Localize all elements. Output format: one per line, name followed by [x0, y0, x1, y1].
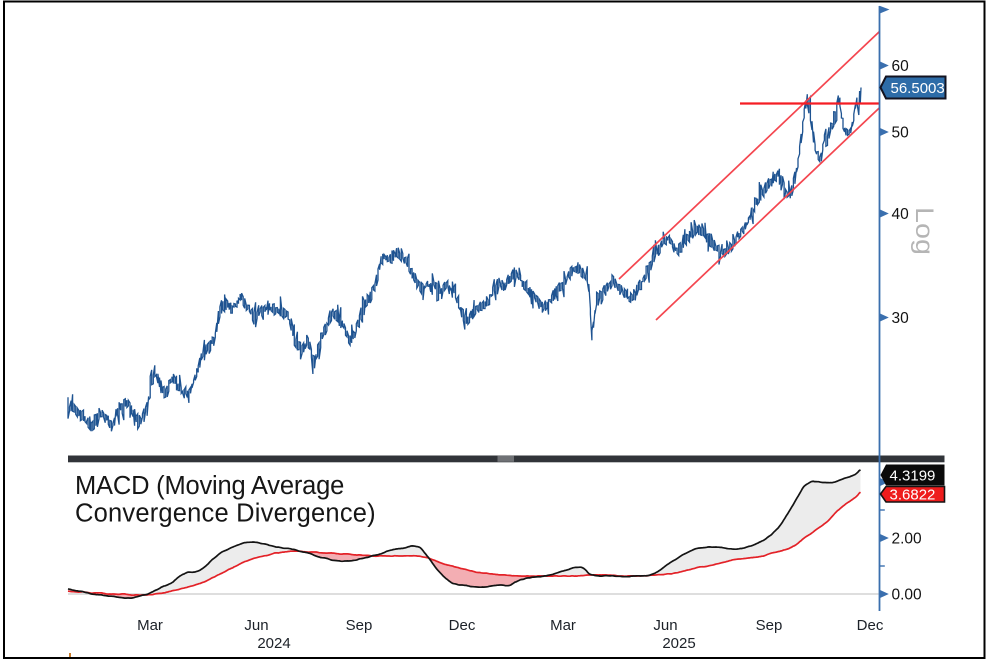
svg-text:MACD (Moving Average: MACD (Moving Average: [75, 472, 344, 500]
svg-text:Log: Log: [910, 207, 938, 255]
svg-text:3.6822: 3.6822: [890, 487, 936, 504]
svg-text:2025: 2025: [662, 635, 695, 652]
svg-text:0.00: 0.00: [892, 586, 923, 603]
svg-text:Convergence Divergence): Convergence Divergence): [75, 500, 376, 528]
svg-text:30: 30: [892, 310, 910, 327]
svg-text:56.5003: 56.5003: [891, 80, 945, 97]
svg-text:Jun: Jun: [653, 617, 677, 634]
svg-text:4.3199: 4.3199: [890, 468, 936, 485]
svg-text:Dec: Dec: [857, 617, 884, 634]
svg-text:Sep: Sep: [346, 617, 373, 634]
svg-text:2024: 2024: [257, 635, 290, 652]
svg-text:50: 50: [892, 124, 910, 141]
svg-text:Jun: Jun: [244, 617, 268, 634]
svg-text:Sep: Sep: [756, 617, 783, 634]
svg-text:Dec: Dec: [449, 617, 476, 634]
svg-text:Mar: Mar: [550, 617, 576, 634]
svg-text:2.00: 2.00: [892, 530, 923, 547]
svg-text:40: 40: [892, 206, 910, 223]
svg-text:Mar: Mar: [137, 617, 163, 634]
svg-text:60: 60: [892, 58, 910, 75]
